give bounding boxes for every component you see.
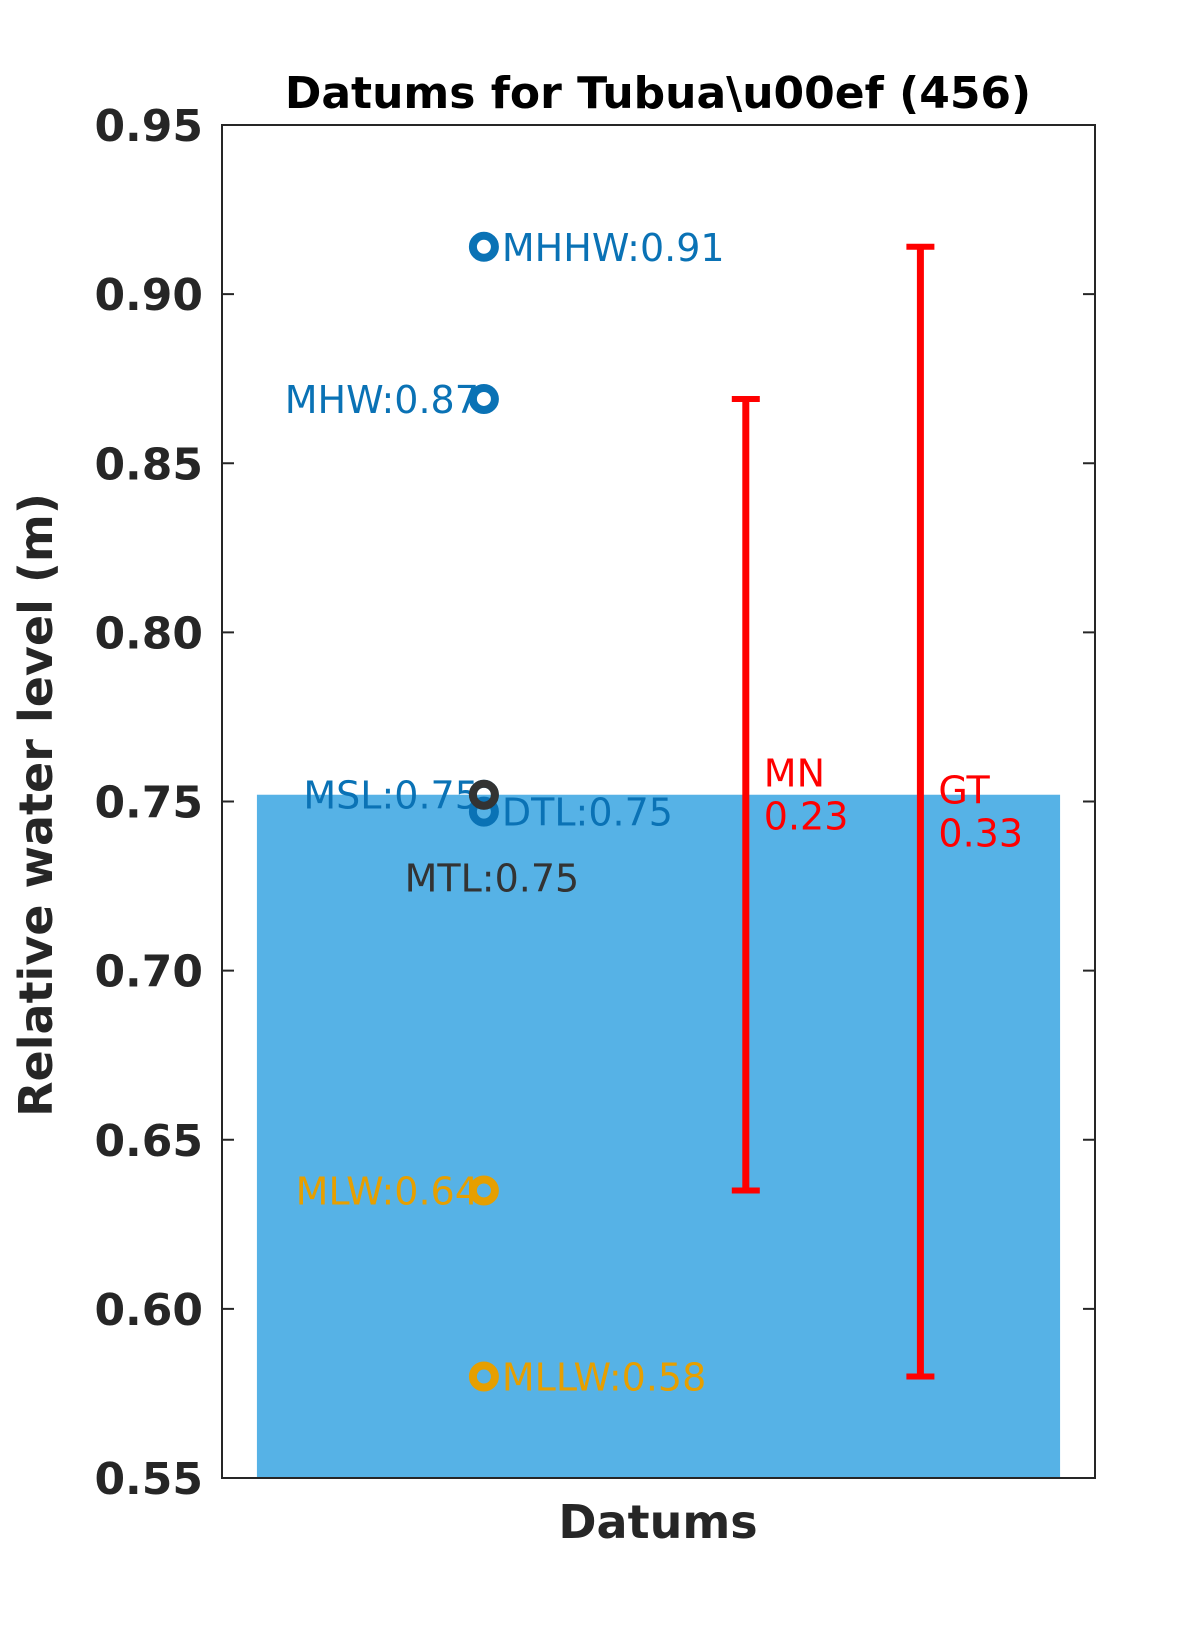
y-tick-label: 0.70: [94, 947, 203, 998]
datum-marker-mllw: [468, 1361, 499, 1392]
datum-markers: MHHW:0.91 MHW:0.87 MSL:0.75 DTL:0.75 MTL:0.7…: [285, 226, 725, 1400]
y-tick-label: 0.95: [94, 101, 203, 152]
y-tick-label: 0.85: [94, 439, 203, 490]
plot-area: [221, 124, 1096, 1479]
datum-label-mlw: MLW:0.64: [296, 1169, 479, 1213]
datum-marker-mtl: [468, 779, 499, 810]
datum-label-mhw: MHW:0.87: [285, 378, 479, 422]
y-tick-label: 0.75: [94, 778, 203, 829]
datum-marker-mhhw: [468, 231, 499, 262]
x-axis-label: Datums: [558, 1495, 757, 1549]
background-bar: [256, 794, 1061, 1478]
datum-marker-mlw: [468, 1175, 499, 1206]
datum-label-mllw: MLLW:0.58: [502, 1356, 706, 1400]
range-label-name: MN: [764, 752, 825, 796]
chart-title: Datums for Tubua\u00ef (456): [285, 68, 1031, 119]
range-label-value: 0.33: [938, 812, 1023, 856]
range-bars: MN0.23 GT0.33: [731, 243, 1023, 1380]
y-axis-ticks: 0.55 0.60 0.65 0.70 0.75 0.80 0.85 0.90 0.95: [94, 101, 1095, 1505]
datum-label-mtl: MTL:0.75: [405, 857, 580, 901]
datum-marker-dtl: [468, 796, 499, 827]
y-tick-label: 0.90: [94, 270, 203, 321]
y-tick-label: 0.55: [94, 1454, 203, 1505]
y-tick-label: 0.65: [94, 1116, 203, 1167]
y-tick-label: 0.80: [94, 608, 203, 659]
datum-label-msl: MSL:0.75: [303, 774, 479, 818]
range-label-name: GT: [938, 769, 990, 813]
datum-label-mhhw: MHHW:0.91: [502, 226, 725, 270]
datum-label-dtl: DTL:0.75: [502, 791, 673, 835]
datum-marker-mhw: [468, 383, 499, 414]
y-tick-label: 0.60: [94, 1285, 203, 1336]
y-axis-label: Relative water level (m): [9, 493, 63, 1117]
range-label-value: 0.23: [764, 795, 849, 839]
